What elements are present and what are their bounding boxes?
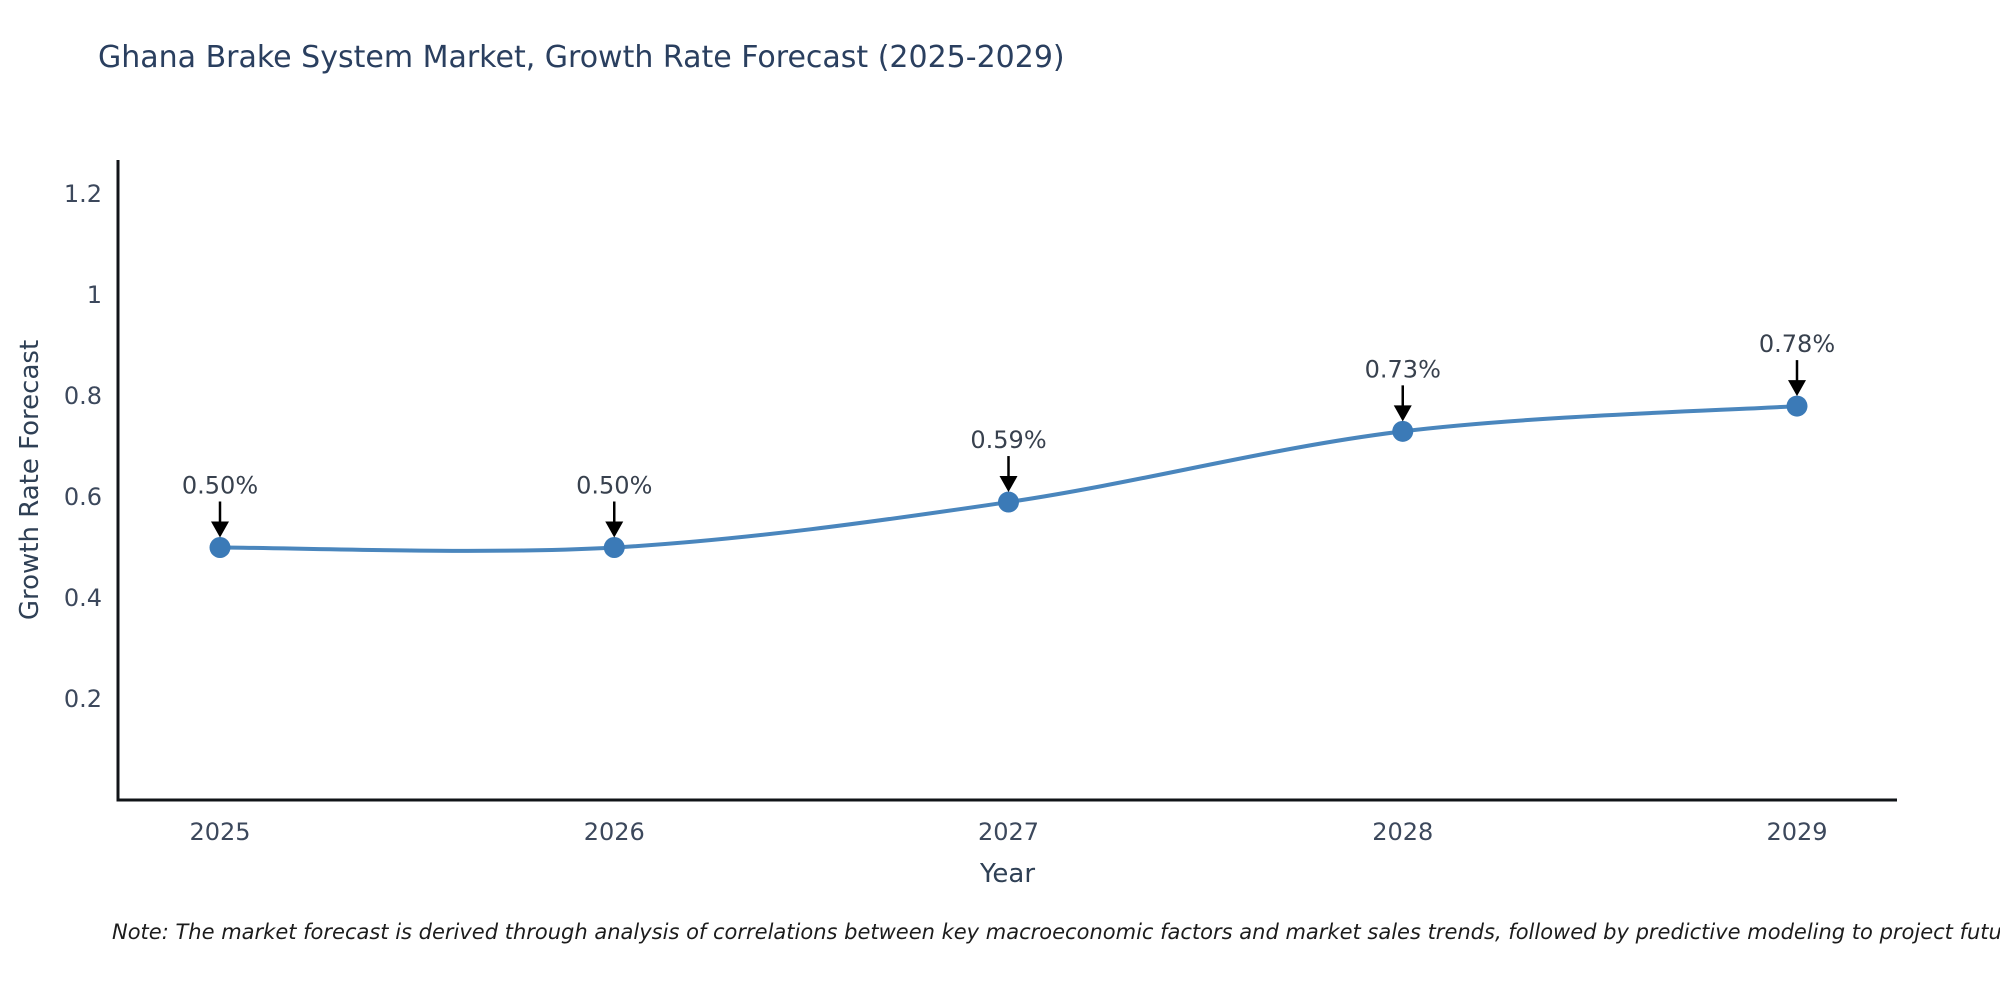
point-value-label: 0.73% xyxy=(1365,355,1441,383)
annotation-arrow-head xyxy=(1788,380,1806,397)
data-point-marker xyxy=(1786,395,1808,417)
x-tick-label: 2028 xyxy=(1372,818,1433,846)
y-axis-title: Growth Rate Forecast xyxy=(15,340,45,620)
axes-lines xyxy=(116,160,1897,802)
annotation-arrow-head xyxy=(1393,405,1412,422)
y-tick-label: 0.6 xyxy=(64,483,102,511)
point-value-label: 0.50% xyxy=(182,472,258,500)
y-tick-label: 0.2 xyxy=(64,685,102,713)
chart-title: Ghana Brake System Market, Growth Rate F… xyxy=(98,40,1065,75)
point-value-label: 0.59% xyxy=(970,426,1046,454)
y-tick-label: 0.4 xyxy=(64,584,102,612)
y-tick-label: 1 xyxy=(87,281,102,309)
y-tick-label: 1.2 xyxy=(64,180,102,208)
y-tick-label: 0.8 xyxy=(64,382,102,410)
methodology-note: Note: The market forecast is derived thr… xyxy=(112,920,2000,944)
point-value-label: 0.50% xyxy=(576,472,652,500)
annotation-arrow-head xyxy=(605,521,624,538)
data-point-marker xyxy=(209,537,231,558)
x-tick-label: 2025 xyxy=(189,818,250,846)
data-point-marker xyxy=(603,537,625,558)
x-axis-title: Year xyxy=(979,859,1035,889)
point-value-label: 0.78% xyxy=(1759,330,1835,358)
data-point-marker xyxy=(1392,420,1414,442)
x-tick-label: 2029 xyxy=(1766,818,1827,846)
annotation-arrow-head xyxy=(999,476,1018,493)
x-tick-label: 2026 xyxy=(584,818,645,846)
x-tick-label: 2027 xyxy=(978,818,1039,846)
annotation-arrow-head xyxy=(211,521,229,538)
data-point-marker xyxy=(998,491,1019,513)
